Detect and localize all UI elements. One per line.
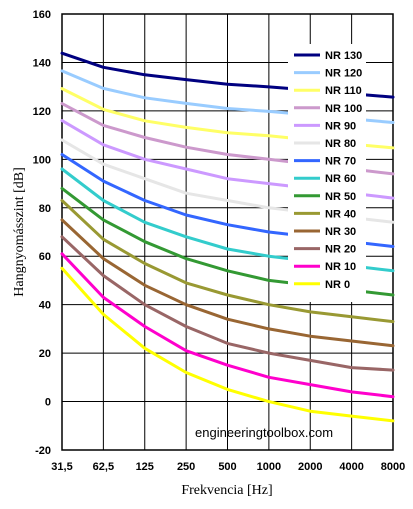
y-tick-label: 140 bbox=[33, 57, 51, 69]
y-tick-label: 60 bbox=[39, 251, 51, 263]
legend-box bbox=[288, 44, 366, 302]
y-tick-label: 100 bbox=[33, 154, 51, 166]
x-tick-label: 125 bbox=[136, 461, 154, 473]
x-tick-label: 500 bbox=[218, 461, 236, 473]
legend-label: NR 110 bbox=[325, 85, 362, 97]
x-axis-title: Frekvencia [Hz] bbox=[181, 483, 272, 498]
y-axis-ticks: -20 0 20 40 60 80 100 120 140 160 bbox=[33, 9, 51, 457]
legend-label: NR 80 bbox=[325, 138, 356, 150]
legend-label: NR 50 bbox=[325, 191, 356, 203]
legend-label: NR 70 bbox=[325, 156, 356, 168]
y-tick-label: 160 bbox=[33, 9, 51, 21]
x-tick-label: 8000 bbox=[381, 461, 405, 473]
series-line-nr-20 bbox=[60, 235, 395, 372]
watermark-text: engineeringtoolbox.com bbox=[195, 425, 333, 440]
legend-label: NR 120 bbox=[325, 68, 362, 80]
legend-label: NR 40 bbox=[325, 208, 356, 220]
legend: NR 130 NR 120 NR 110 NR 100 NR 90 NR 80 NR 70 N… bbox=[288, 44, 366, 302]
x-tick-label: 1000 bbox=[257, 461, 281, 473]
legend-label: NR 90 bbox=[325, 120, 356, 132]
series-line-nr-30 bbox=[60, 218, 395, 348]
legend-label: NR 10 bbox=[325, 261, 356, 273]
series-line-nr-0 bbox=[60, 266, 395, 423]
legend-label: NR 60 bbox=[325, 173, 356, 185]
series-line-nr-10 bbox=[60, 252, 395, 399]
y-tick-label: 0 bbox=[45, 397, 51, 409]
x-tick-label: 250 bbox=[177, 461, 195, 473]
y-axis-title: Hangnyomásszint [dB] bbox=[12, 167, 27, 296]
x-axis-ticks: 31,5 62,5 125 250 500 1000 2000 4000 8000 bbox=[51, 461, 405, 473]
legend-label: NR 100 bbox=[325, 103, 362, 115]
x-tick-label: 2000 bbox=[298, 461, 322, 473]
legend-label: NR 30 bbox=[325, 226, 356, 238]
y-tick-label: -20 bbox=[35, 445, 51, 457]
legend-label: NR 20 bbox=[325, 244, 356, 256]
x-tick-label: 4000 bbox=[339, 461, 363, 473]
y-tick-label: 20 bbox=[39, 348, 51, 360]
y-tick-label: 40 bbox=[39, 300, 51, 312]
legend-label: NR 130 bbox=[325, 50, 362, 62]
y-tick-label: 80 bbox=[39, 203, 51, 215]
legend-label: NR 0 bbox=[325, 279, 350, 291]
x-tick-label: 31,5 bbox=[51, 461, 72, 473]
x-tick-label: 62,5 bbox=[93, 461, 114, 473]
y-tick-label: 120 bbox=[33, 106, 51, 118]
series-line-nr-40 bbox=[60, 199, 395, 324]
